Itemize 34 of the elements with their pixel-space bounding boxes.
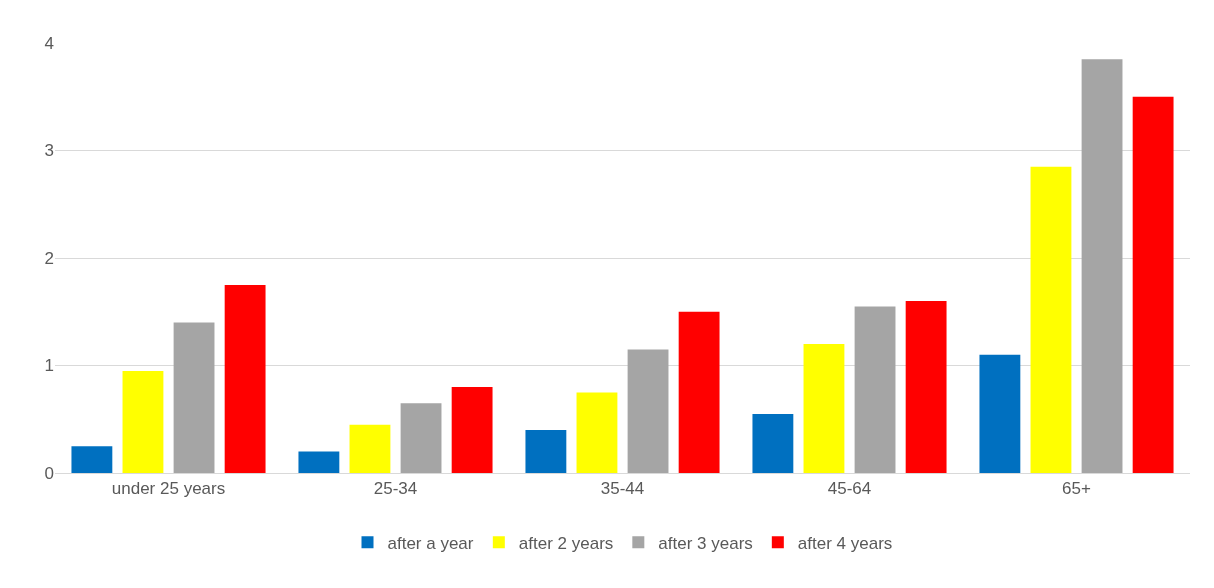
bar — [627, 349, 669, 473]
bar — [905, 301, 947, 473]
legend-label: after 4 years — [797, 533, 893, 553]
x-tick-label: 65+ — [1062, 479, 1091, 499]
legend-label: after 2 years — [518, 533, 614, 553]
bar — [979, 354, 1021, 473]
y-tick-label: 0 — [44, 463, 54, 483]
bar — [678, 311, 720, 473]
bar — [576, 392, 618, 473]
bar — [122, 370, 164, 473]
legend-label: after a year — [387, 533, 474, 553]
x-tick-label: 35-44 — [600, 479, 645, 499]
bar — [803, 344, 845, 473]
bar — [349, 424, 391, 473]
bar — [173, 322, 215, 473]
bar — [525, 430, 567, 473]
bar — [298, 451, 340, 473]
bar — [451, 387, 493, 473]
bar — [1132, 96, 1174, 473]
y-tick-label: 3 — [44, 141, 54, 161]
bar — [1030, 166, 1072, 473]
x-tick-label: 45-64 — [827, 479, 872, 499]
bar — [752, 413, 794, 473]
y-tick-label: 2 — [44, 248, 54, 268]
bar — [224, 284, 266, 473]
bar — [1081, 59, 1123, 473]
bar — [71, 446, 113, 473]
x-tick-label: under 25 years — [111, 479, 226, 499]
y-tick-label: 4 — [44, 33, 54, 53]
x-tick-label: 25-34 — [373, 479, 418, 499]
legend-label: after 3 years — [658, 533, 753, 553]
bar — [854, 306, 896, 473]
y-tick-label: 1 — [44, 356, 54, 376]
bar — [400, 403, 442, 473]
